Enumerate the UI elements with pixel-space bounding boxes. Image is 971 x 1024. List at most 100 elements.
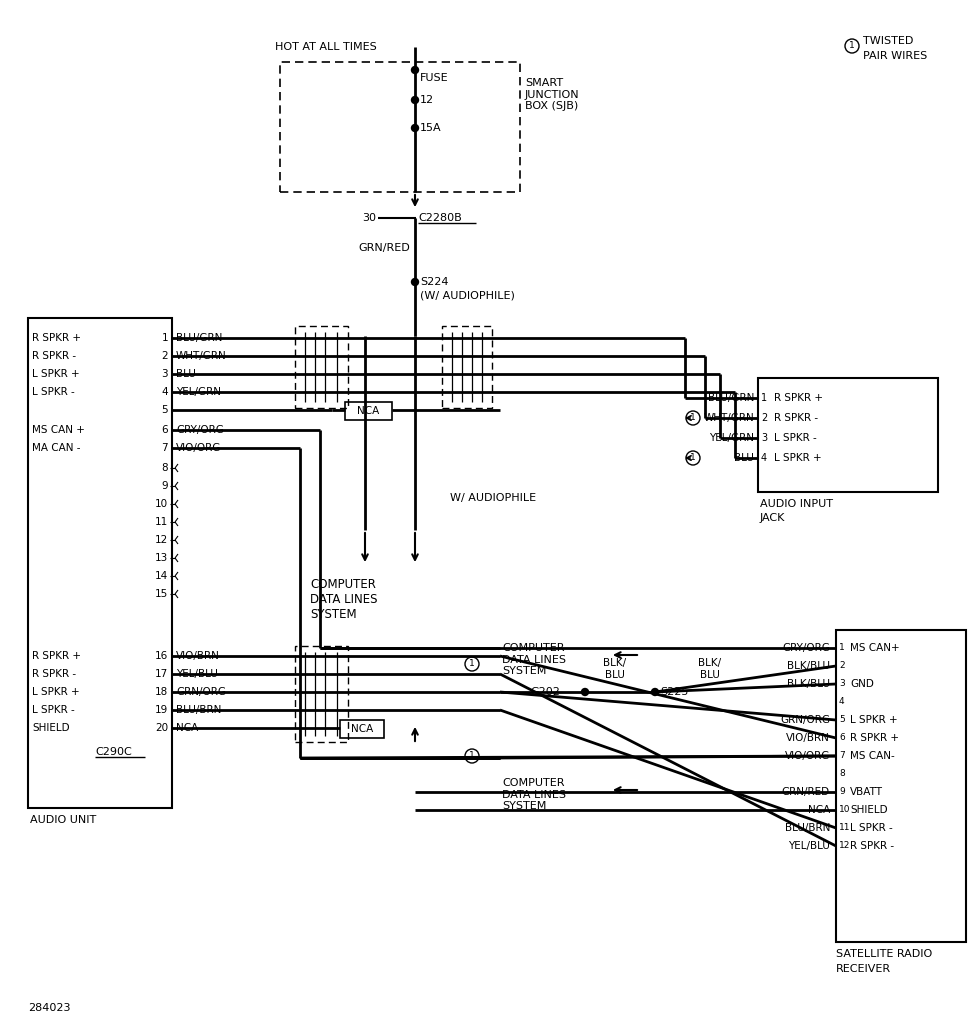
Text: 11: 11 <box>839 823 851 833</box>
Text: GND: GND <box>850 679 874 689</box>
Text: BLK/BLU: BLK/BLU <box>787 679 830 689</box>
Text: 1: 1 <box>761 393 767 403</box>
Text: YEL/BLU: YEL/BLU <box>788 841 830 851</box>
Text: 3: 3 <box>839 680 845 688</box>
Bar <box>340 720 384 738</box>
Text: BLK/BLU: BLK/BLU <box>787 662 830 671</box>
Text: C2280B: C2280B <box>418 213 462 223</box>
Text: BLU/BRN: BLU/BRN <box>785 823 830 833</box>
Text: VBATT: VBATT <box>850 787 883 797</box>
Text: YEL/BLU: YEL/BLU <box>176 669 218 679</box>
Text: AUDIO UNIT: AUDIO UNIT <box>30 815 96 825</box>
Text: GRN/ORG: GRN/ORG <box>176 687 226 697</box>
Text: (W/ AUDIOPHILE): (W/ AUDIOPHILE) <box>420 291 515 301</box>
Text: GRY/ORG: GRY/ORG <box>782 643 830 653</box>
Text: BLK/
BLU: BLK/ BLU <box>603 658 626 680</box>
Text: 1: 1 <box>839 643 845 652</box>
Text: 9: 9 <box>839 787 845 797</box>
Text: 1: 1 <box>161 333 168 343</box>
Text: COMPUTER
DATA LINES
SYSTEM: COMPUTER DATA LINES SYSTEM <box>502 643 566 676</box>
Text: 5: 5 <box>839 716 845 725</box>
Text: BLU: BLU <box>734 453 754 463</box>
Text: 4: 4 <box>761 453 767 463</box>
Text: 13: 13 <box>154 553 168 563</box>
Bar <box>295 326 348 408</box>
Text: G202: G202 <box>530 687 560 697</box>
Bar <box>836 630 966 942</box>
Text: 15A: 15A <box>420 123 442 133</box>
Text: 7: 7 <box>839 752 845 761</box>
Text: TWISTED: TWISTED <box>863 36 914 46</box>
Text: R SPKR -: R SPKR - <box>850 841 894 851</box>
Text: BLU/GRN: BLU/GRN <box>708 393 754 403</box>
Text: AUDIO INPUT: AUDIO INPUT <box>760 499 833 509</box>
Text: SMART
JUNCTION
BOX (SJB): SMART JUNCTION BOX (SJB) <box>525 78 580 112</box>
Text: MS CAN +: MS CAN + <box>32 425 84 435</box>
Text: 3: 3 <box>761 433 767 443</box>
Text: 3: 3 <box>161 369 168 379</box>
Text: MS CAN-: MS CAN- <box>850 751 894 761</box>
Text: COMPUTER
DATA LINES
SYSTEM: COMPUTER DATA LINES SYSTEM <box>502 778 566 811</box>
Text: MA CAN -: MA CAN - <box>32 443 81 453</box>
Circle shape <box>412 67 419 74</box>
Text: R SPKR -: R SPKR - <box>32 669 76 679</box>
Text: 12: 12 <box>420 95 434 105</box>
Text: NCA: NCA <box>808 805 830 815</box>
Text: L SPKR -: L SPKR - <box>32 387 75 397</box>
Text: 18: 18 <box>154 687 168 697</box>
Text: GRY/ORG: GRY/ORG <box>176 425 224 435</box>
Text: 16: 16 <box>154 651 168 662</box>
Text: VIO/ORG: VIO/ORG <box>176 443 221 453</box>
Text: R SPKR +: R SPKR + <box>32 651 81 662</box>
Text: RECEIVER: RECEIVER <box>836 964 891 974</box>
Text: 6: 6 <box>839 733 845 742</box>
Text: 4: 4 <box>839 697 845 707</box>
Text: YEL/GRN: YEL/GRN <box>709 433 754 443</box>
Text: 12: 12 <box>839 842 851 851</box>
Text: 2: 2 <box>839 662 845 671</box>
Text: L SPKR +: L SPKR + <box>32 687 80 697</box>
Text: VIO/BRN: VIO/BRN <box>787 733 830 743</box>
Text: 12: 12 <box>154 535 168 545</box>
Text: R SPKR -: R SPKR - <box>774 413 819 423</box>
Text: R SPKR +: R SPKR + <box>774 393 823 403</box>
Text: NCA: NCA <box>176 723 198 733</box>
Bar <box>28 318 172 808</box>
Text: L SPKR -: L SPKR - <box>850 823 892 833</box>
Text: WHT/GRN: WHT/GRN <box>176 351 227 361</box>
Text: S225: S225 <box>660 687 688 697</box>
Text: 6: 6 <box>161 425 168 435</box>
Text: SHIELD: SHIELD <box>32 723 70 733</box>
Text: NCA: NCA <box>351 724 373 734</box>
Text: C290C: C290C <box>95 746 132 757</box>
Text: 11: 11 <box>154 517 168 527</box>
Text: JACK: JACK <box>760 513 786 523</box>
Text: L SPKR -: L SPKR - <box>32 705 75 715</box>
Text: 1: 1 <box>690 414 696 423</box>
Text: FUSE: FUSE <box>420 73 449 83</box>
Text: L SPKR +: L SPKR + <box>32 369 80 379</box>
Text: 10: 10 <box>839 806 851 814</box>
Text: 1: 1 <box>469 659 475 669</box>
Text: 9: 9 <box>161 481 168 490</box>
Text: GRN/ORG: GRN/ORG <box>780 715 830 725</box>
Text: S224: S224 <box>420 278 449 287</box>
Text: L SPKR +: L SPKR + <box>774 453 821 463</box>
Text: R SPKR +: R SPKR + <box>32 333 81 343</box>
Text: COMPUTER
DATA LINES
SYSTEM: COMPUTER DATA LINES SYSTEM <box>310 578 378 621</box>
Text: 284023: 284023 <box>28 1002 71 1013</box>
Bar <box>345 402 392 420</box>
Text: VIO/BRN: VIO/BRN <box>176 651 219 662</box>
Text: BLK/
BLU: BLK/ BLU <box>698 658 721 680</box>
Text: 7: 7 <box>161 443 168 453</box>
Circle shape <box>412 96 419 103</box>
Circle shape <box>582 688 588 695</box>
Text: BLU/GRN: BLU/GRN <box>176 333 222 343</box>
Text: GRN/RED: GRN/RED <box>782 787 830 797</box>
Text: 5: 5 <box>161 406 168 415</box>
Text: 17: 17 <box>154 669 168 679</box>
Text: 14: 14 <box>154 571 168 581</box>
Bar <box>280 62 520 193</box>
Text: R SPKR -: R SPKR - <box>32 351 76 361</box>
Text: WHT/GRN: WHT/GRN <box>703 413 754 423</box>
